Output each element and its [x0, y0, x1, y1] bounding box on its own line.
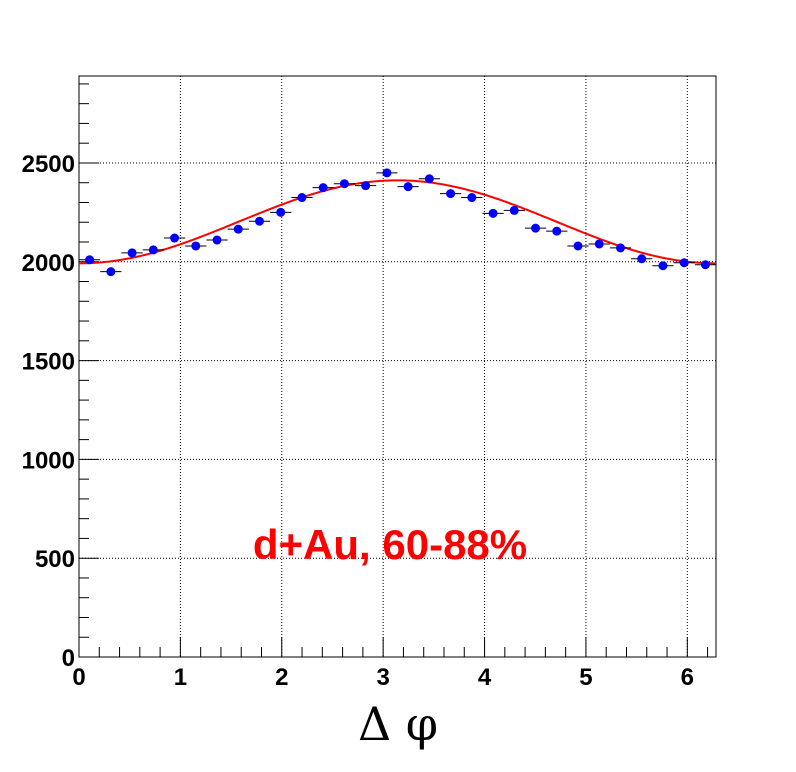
x-tick-label: 0: [72, 664, 85, 691]
data-point: [461, 193, 483, 203]
y-tick-label: 0: [62, 645, 75, 672]
marker: [254, 216, 264, 226]
fit-curve-layer: [78, 179, 717, 265]
marker: [509, 205, 519, 215]
marker: [637, 254, 647, 264]
marker: [106, 267, 116, 277]
marker: [191, 241, 201, 251]
data-point: [100, 267, 122, 277]
marker: [85, 255, 95, 265]
data-point: [694, 260, 717, 270]
x-tick-label: 4: [478, 664, 492, 691]
marker: [700, 260, 710, 270]
data-point: [652, 261, 674, 271]
marker: [403, 182, 413, 192]
data-point: [503, 205, 525, 215]
data-point: [333, 179, 356, 189]
marker: [361, 181, 371, 191]
marker: [276, 207, 286, 217]
x-axis-title: Δ φ: [358, 697, 438, 751]
data-point: [673, 258, 695, 268]
y-tick-label: 1500: [22, 349, 75, 376]
data-point: [312, 183, 334, 193]
marker: [488, 208, 498, 218]
data-point: [291, 193, 313, 203]
fit-curve: [78, 179, 717, 265]
marker: [615, 243, 625, 253]
data-point: [524, 223, 547, 233]
marker: [148, 245, 158, 255]
data-point: [376, 168, 398, 178]
x-tick-label: 3: [376, 664, 389, 691]
marker: [573, 241, 583, 251]
data-points: [79, 168, 717, 277]
x-tick-label: 5: [579, 664, 592, 691]
x-tick-label: 1: [174, 664, 187, 691]
grid: [79, 76, 716, 657]
x-tick-label: 6: [681, 664, 694, 691]
marker: [658, 261, 668, 271]
marker: [552, 226, 562, 236]
marker: [170, 233, 180, 243]
data-point: [142, 245, 164, 255]
tick-labels: 0 1 2 3 4 5 6 0 500 1000 1500 2000 2500: [22, 151, 694, 691]
data-point: [270, 207, 292, 217]
x-tick-label: 2: [275, 664, 288, 691]
data-point: [482, 208, 504, 218]
marker: [424, 174, 434, 184]
marker: [212, 235, 222, 245]
marker: [446, 189, 456, 199]
data-point: [206, 235, 228, 245]
marker: [531, 223, 541, 233]
y-tick-label: 2500: [22, 151, 75, 178]
data-point: [248, 216, 271, 226]
data-point: [185, 241, 207, 251]
marker: [382, 168, 392, 178]
data-point: [631, 254, 653, 264]
data-point: [588, 239, 610, 249]
y-tick-label: 1000: [22, 447, 75, 474]
marker: [297, 193, 307, 203]
data-point: [121, 248, 143, 258]
marker: [233, 224, 243, 234]
annotation-label: d+Au, 60-88%: [253, 521, 527, 568]
data-point: [397, 182, 419, 192]
marker: [127, 248, 137, 258]
data-point: [609, 243, 632, 253]
data-point: [227, 224, 249, 234]
data-point: [355, 181, 377, 191]
data-point: [546, 226, 568, 236]
data-point: [418, 174, 440, 184]
marker: [318, 183, 328, 193]
marker: [594, 239, 604, 249]
data-point: [567, 241, 589, 251]
axis-ticks: [78, 83, 709, 658]
data-point: [439, 189, 462, 199]
data-point: [163, 233, 186, 243]
plot-frame: [78, 75, 717, 658]
marker: [467, 193, 477, 203]
y-tick-label: 500: [35, 546, 75, 573]
marker: [339, 179, 349, 189]
marker: [679, 258, 689, 268]
y-tick-label: 2000: [22, 250, 75, 277]
data-point: [79, 255, 101, 265]
